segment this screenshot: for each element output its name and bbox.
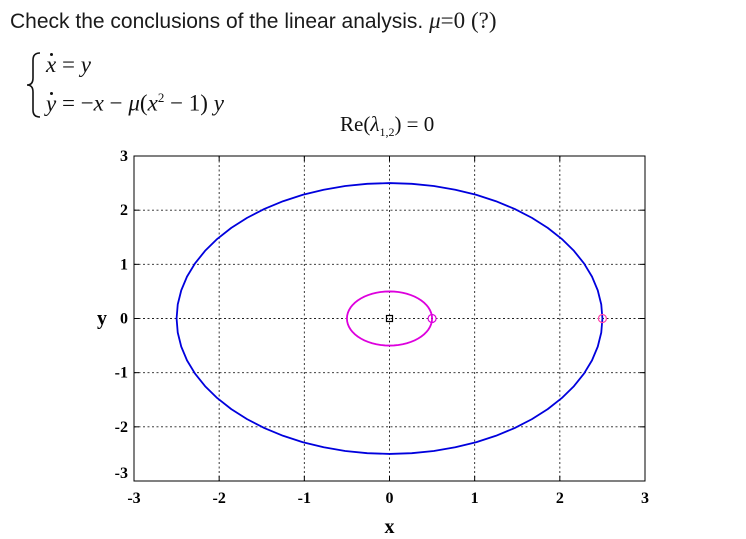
eq2-lhs: y — [46, 90, 57, 116]
mu-value: =0 — [440, 8, 466, 33]
trajectory-line-2 — [346, 290, 433, 347]
x-tick-label: -2 — [213, 490, 226, 507]
y-tick-label: -3 — [115, 465, 128, 482]
x-tick-label: 3 — [641, 490, 649, 507]
eq2-open-paren: ( — [139, 90, 148, 116]
equation-y-dot: y = −x − μ(x2 − 1) y — [46, 90, 224, 117]
x-tick-label: -1 — [298, 490, 311, 507]
x-axis-label: x — [385, 516, 395, 538]
slide-heading: Check the conclusions of the linear anal… — [10, 8, 496, 34]
y-tick-label: 3 — [120, 148, 128, 165]
y-axis-label: y — [97, 308, 107, 330]
y-tick-label: 2 — [120, 202, 128, 219]
eq2-x-squared-base: x — [147, 90, 158, 116]
eq1-rhs: y — [80, 52, 91, 77]
y-tick-label: -1 — [115, 365, 128, 382]
equilibrium-marker — [385, 314, 394, 323]
trajectory-line-1 — [175, 182, 604, 455]
system-brace — [26, 52, 41, 118]
question-mark: (?) — [470, 8, 497, 33]
y-tick-label: 1 — [120, 256, 128, 273]
x-tick-label: 1 — [471, 490, 479, 507]
x-tick-label: 0 — [386, 490, 394, 507]
eq1-lhs: x — [46, 52, 57, 77]
lambda-symbol: λ — [370, 112, 380, 136]
y-tick-label: 0 — [120, 311, 128, 328]
eigen-prefix: Re( — [340, 112, 371, 136]
y-tick-label: -2 — [115, 419, 128, 436]
eq2-minus-one: − 1) — [164, 90, 208, 116]
eigen-suffix: ) = 0 — [394, 112, 435, 136]
eq2-x: x — [93, 90, 104, 116]
mu-symbol: μ — [429, 8, 441, 33]
x-tick-label: 2 — [556, 490, 564, 507]
eq2-minus: − — [103, 90, 129, 116]
start-point-marker-2 — [427, 313, 437, 324]
equation-x-dot: x = y — [46, 52, 91, 78]
eigenvalue-label: Re(λ1,2) = 0 — [340, 112, 434, 140]
eq2-y: y — [207, 90, 224, 116]
eq1-equals: = — [56, 52, 81, 77]
x-tick-label: -3 — [127, 490, 140, 507]
lambda-subscript: 1,2 — [379, 125, 395, 140]
eq2-mu: μ — [128, 90, 140, 116]
heading-text: Check the conclusions of the linear anal… — [10, 10, 424, 33]
eq2-equals: = − — [56, 90, 94, 116]
start-point-marker-1 — [597, 313, 608, 324]
eq2-exponent: 2 — [157, 90, 165, 105]
